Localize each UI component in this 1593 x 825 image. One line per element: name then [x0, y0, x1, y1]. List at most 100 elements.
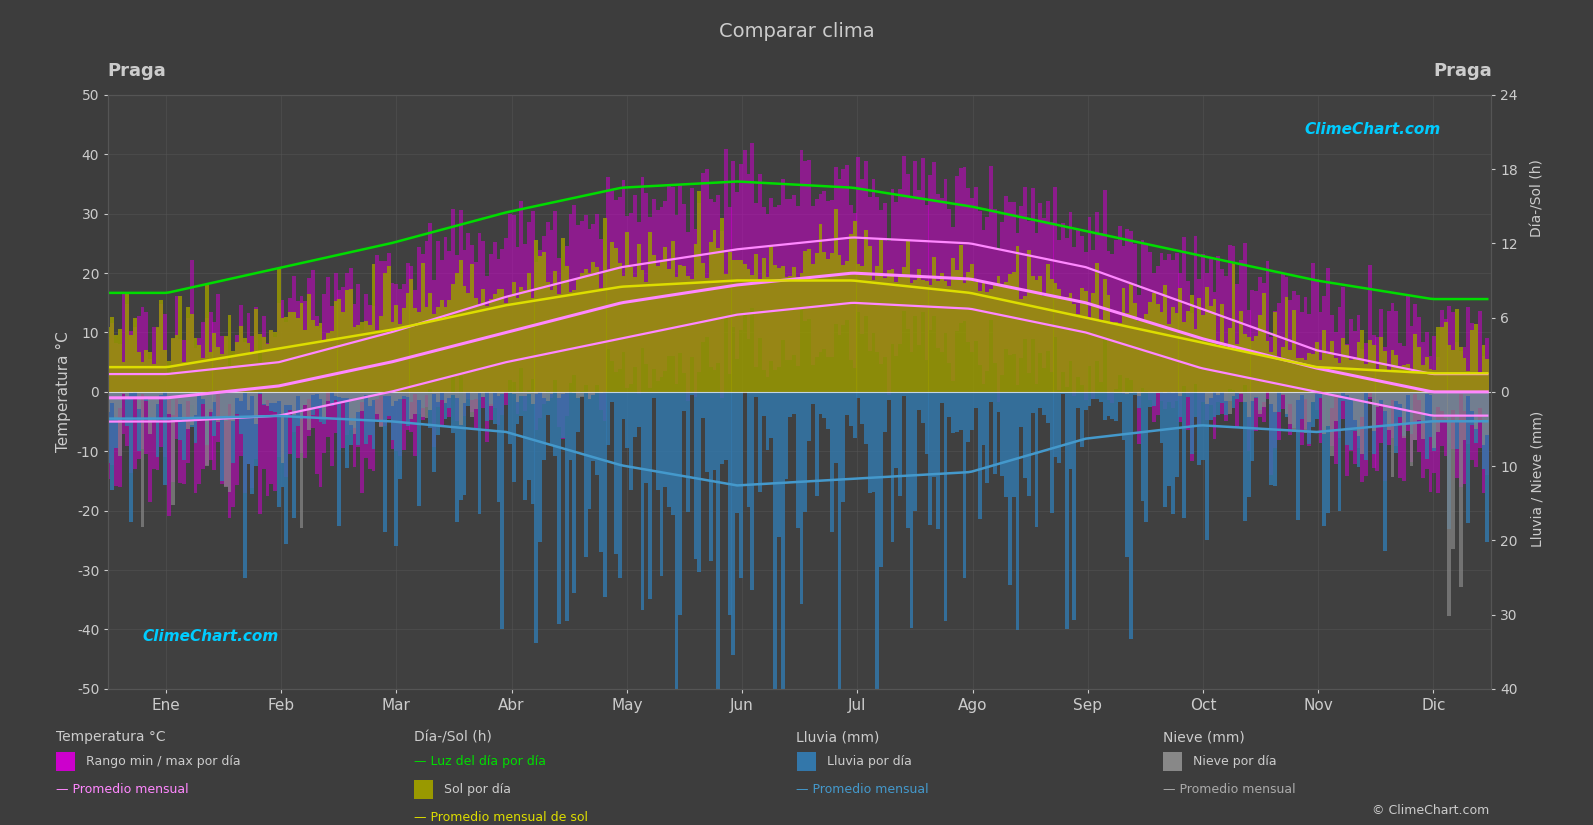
Bar	[1405, 364, 1410, 392]
Bar	[948, 392, 951, 417]
Bar	[1083, 291, 1088, 392]
Bar	[247, 342, 250, 392]
Bar	[406, 294, 409, 392]
Bar	[440, 392, 443, 399]
Bar	[470, 392, 473, 417]
Bar	[1077, 314, 1080, 392]
Bar	[599, 392, 602, 393]
Bar	[789, 392, 792, 417]
Bar	[500, 248, 505, 415]
Bar	[137, 352, 140, 392]
Bar	[943, 280, 948, 392]
Bar	[516, 392, 519, 402]
Bar	[538, 250, 542, 418]
Bar	[1308, 392, 1311, 422]
Bar	[822, 252, 827, 392]
Bar	[186, 392, 190, 429]
Bar	[1080, 237, 1083, 385]
Bar	[193, 347, 198, 493]
Bar	[1443, 322, 1448, 392]
Bar	[352, 304, 357, 467]
Bar	[1171, 392, 1174, 514]
Bar	[1352, 359, 1357, 392]
Bar	[1297, 359, 1300, 392]
Bar	[1231, 247, 1235, 390]
Bar	[1251, 392, 1254, 401]
Bar	[511, 215, 516, 382]
Bar	[357, 284, 360, 446]
Bar	[978, 392, 981, 519]
Bar	[1443, 392, 1448, 417]
Bar	[315, 392, 319, 394]
Bar	[796, 206, 800, 366]
Bar	[182, 340, 186, 484]
Bar	[720, 218, 723, 392]
Bar	[852, 392, 857, 438]
Bar	[819, 194, 822, 351]
Bar	[1182, 238, 1187, 386]
Bar	[508, 392, 511, 444]
Bar	[1380, 392, 1383, 403]
Bar	[736, 392, 739, 513]
Bar	[500, 289, 505, 392]
Bar	[255, 309, 258, 392]
Bar	[1182, 322, 1187, 392]
Bar	[1333, 392, 1338, 394]
Bar	[322, 294, 327, 453]
Bar	[239, 326, 242, 392]
Bar	[1388, 392, 1391, 427]
Bar	[175, 392, 178, 398]
Bar	[1330, 314, 1333, 446]
Bar	[315, 392, 319, 409]
Bar	[731, 392, 736, 655]
Bar	[796, 276, 800, 392]
Bar	[481, 392, 486, 397]
Bar	[566, 392, 569, 621]
Bar	[288, 392, 292, 410]
Bar	[401, 392, 406, 398]
Bar	[750, 143, 753, 308]
Bar	[1308, 353, 1311, 392]
Bar	[486, 276, 489, 442]
Bar	[803, 392, 808, 512]
Bar	[285, 317, 288, 392]
Bar	[1168, 392, 1171, 487]
Bar	[1012, 202, 1016, 354]
Bar	[225, 392, 228, 487]
Bar	[1235, 392, 1239, 398]
Bar	[1448, 392, 1451, 616]
Bar	[1284, 392, 1289, 414]
Bar	[429, 392, 432, 410]
Bar	[1380, 337, 1383, 392]
Bar	[1190, 313, 1193, 461]
Bar	[1474, 330, 1478, 467]
Bar	[1454, 392, 1459, 422]
Bar	[1314, 342, 1319, 392]
Bar	[333, 392, 338, 397]
Bar	[1360, 392, 1364, 417]
Bar	[429, 294, 432, 392]
Bar	[178, 392, 182, 440]
Bar	[803, 252, 808, 392]
Bar	[269, 392, 272, 403]
Bar	[1399, 392, 1402, 404]
Bar	[1198, 298, 1201, 392]
Bar	[1478, 392, 1481, 408]
Bar	[868, 392, 871, 493]
Bar	[1470, 323, 1474, 460]
Bar	[1020, 299, 1023, 392]
Bar	[175, 295, 178, 440]
Bar	[140, 362, 145, 392]
Bar	[209, 313, 212, 460]
Bar	[583, 392, 588, 393]
Bar	[819, 224, 822, 392]
Bar	[1344, 346, 1349, 392]
Bar	[860, 179, 863, 333]
Bar	[371, 264, 376, 392]
Bar	[1193, 236, 1198, 384]
Bar	[303, 392, 307, 405]
Bar	[973, 281, 978, 392]
Bar	[997, 392, 1000, 412]
Bar	[527, 392, 530, 480]
Bar	[486, 392, 489, 422]
